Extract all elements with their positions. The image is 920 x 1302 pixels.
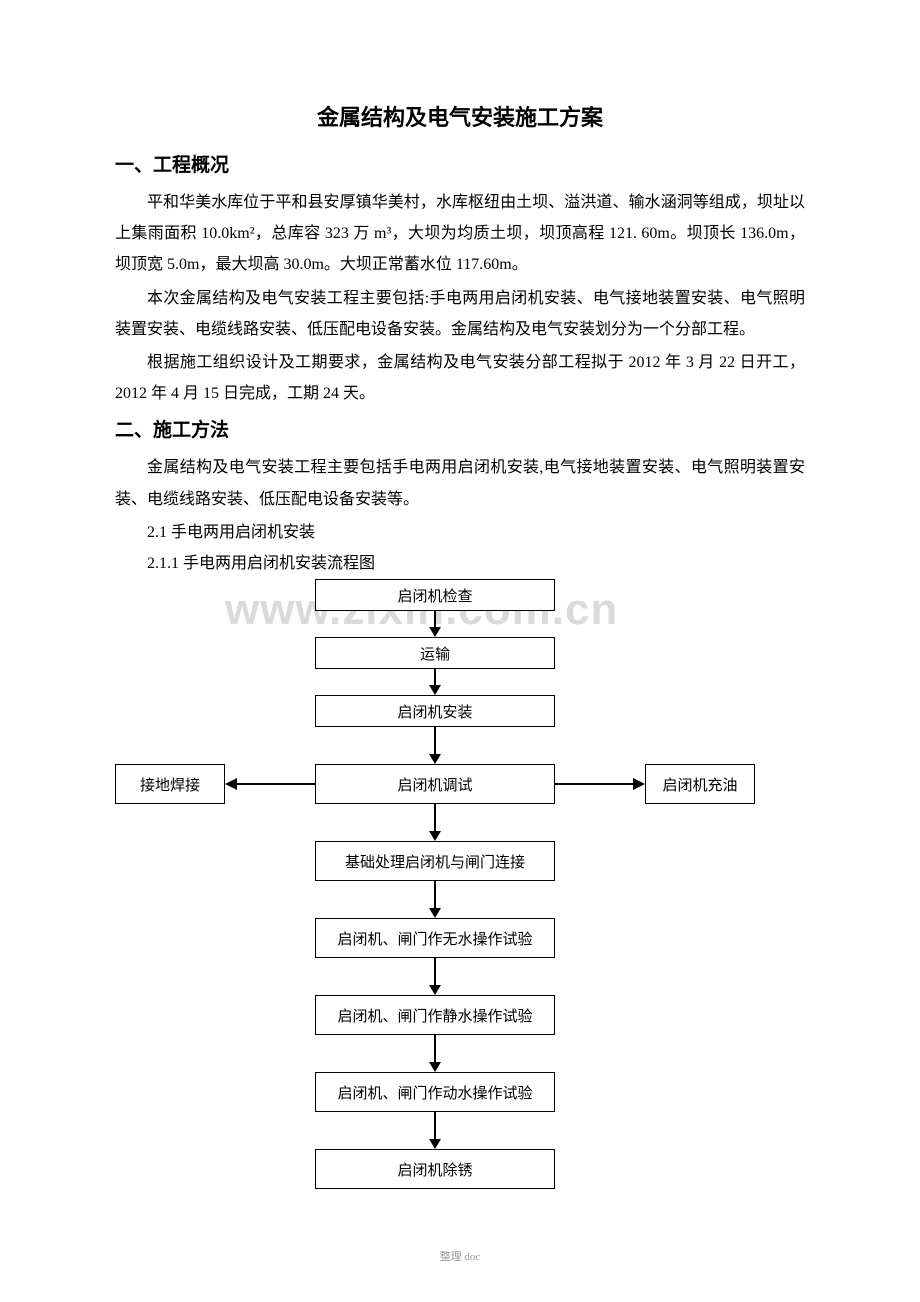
flowchart-container: 启闭机检查运输启闭机安装启闭机调试基础处理启闭机与闸门连接启闭机、闸门作无水操作…	[115, 579, 805, 1189]
flow-node-left: 接地焊接	[115, 764, 225, 804]
flow-node-n3: 启闭机安装	[315, 695, 555, 727]
section-1-p3: 根据施工组织设计及工期要求，金属结构及电气安装分部工程拟于 2012 年 3 月…	[115, 347, 805, 409]
section-2-sub2: 2.1.1 手电两用启闭机安装流程图	[115, 548, 805, 579]
section-1-heading: 一、工程概况	[115, 150, 805, 177]
flow-node-n8: 启闭机、闸门作动水操作试验	[315, 1072, 555, 1112]
flow-arrow-h-1	[555, 776, 645, 797]
page-footer: 整理 doc	[0, 1248, 920, 1264]
flow-node-n6: 启闭机、闸门作无水操作试验	[315, 918, 555, 958]
section-1-p1: 平和华美水库位于平和县安厚镇华美村，水库枢纽由土坝、溢洪道、输水涵洞等组成，坝址…	[115, 187, 805, 281]
section-2-sub1: 2.1 手电两用启闭机安装	[115, 517, 805, 548]
document-title: 金属结构及电气安装施工方案	[115, 100, 805, 132]
section-2-p1: 金属结构及电气安装工程主要包括手电两用启闭机安装,电气接地装置安装、电气照明装置…	[115, 452, 805, 514]
flow-node-n7: 启闭机、闸门作静水操作试验	[315, 995, 555, 1035]
flow-node-right: 启闭机充油	[645, 764, 755, 804]
flow-node-n5: 基础处理启闭机与闸门连接	[315, 841, 555, 881]
flow-node-n9: 启闭机除锈	[315, 1149, 555, 1189]
flow-node-n2: 运输	[315, 637, 555, 669]
flow-arrow-h-0	[225, 776, 315, 797]
section-2-heading: 二、施工方法	[115, 415, 805, 442]
flow-node-n1: 启闭机检查	[315, 579, 555, 611]
flow-node-n4: 启闭机调试	[315, 764, 555, 804]
section-1-p2: 本次金属结构及电气安装工程主要包括:手电两用启闭机安装、电气接地装置安装、电气照…	[115, 283, 805, 345]
